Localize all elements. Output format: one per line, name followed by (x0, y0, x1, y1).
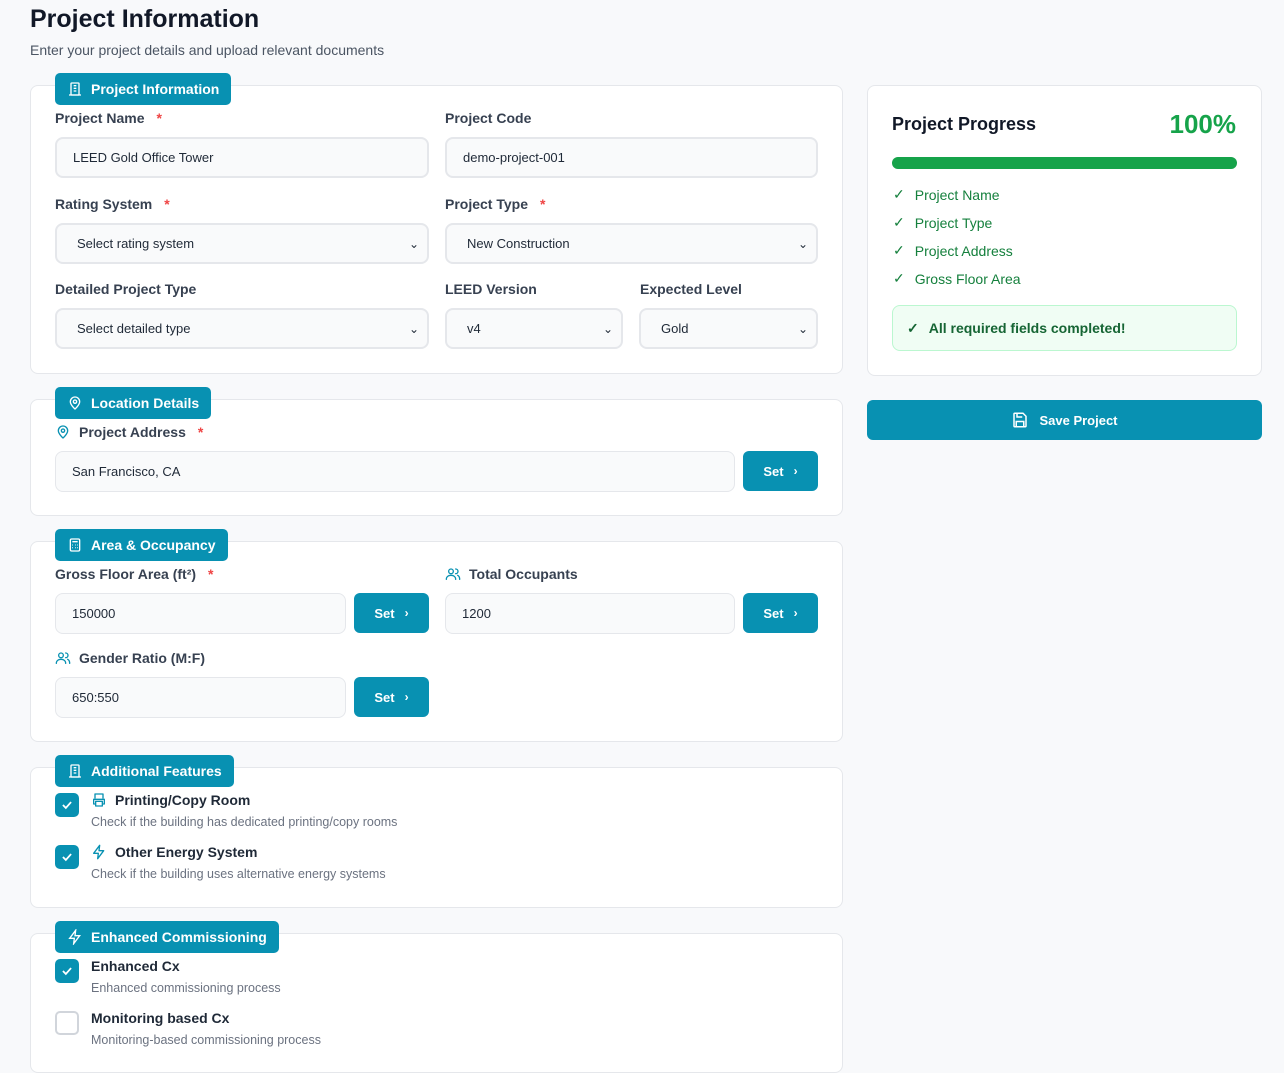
progress-item: ✓ Project Name (893, 186, 1000, 203)
users-icon (445, 568, 461, 580)
expected-level-select[interactable]: Gold ⌄ (639, 308, 818, 349)
users-icon (55, 652, 71, 664)
check-icon: ✓ (907, 319, 919, 336)
other-energy-checkbox[interactable] (55, 845, 79, 869)
progress-bar (892, 157, 1237, 169)
total-occupants-input[interactable]: 1200 (445, 593, 735, 634)
check-icon: ✓ (893, 214, 905, 230)
check-icon (62, 801, 72, 810)
section-badge-area: Area & Occupancy (55, 529, 228, 561)
enhanced-cx-title: Enhanced Cx (91, 958, 180, 974)
chevron-down-icon: ⌄ (408, 321, 419, 336)
building-icon (69, 82, 81, 96)
project-code-label: Project Code (445, 110, 532, 126)
set-gfa-button[interactable]: Set › (354, 593, 429, 633)
page-subtitle: Enter your project details and upload re… (30, 42, 385, 58)
progress-item: ✓ Gross Floor Area (893, 270, 1021, 287)
map-pin-icon (57, 425, 69, 439)
leed-version-select[interactable]: v4 ⌄ (445, 308, 623, 349)
printer-icon (93, 793, 105, 807)
rating-system-label: Rating System * (55, 196, 170, 212)
gender-ratio-input[interactable]: 650:550 (55, 677, 346, 718)
project-type-select[interactable]: New Construction ⌄ (445, 223, 818, 264)
section-badge-location: Location Details (55, 387, 212, 419)
monitoring-cx-checkbox[interactable] (55, 1011, 79, 1035)
set-occupants-button[interactable]: Set › (743, 593, 818, 633)
other-energy-desc: Check if the building uses alternative e… (91, 867, 386, 881)
save-icon (1013, 412, 1028, 428)
gross-floor-area-input[interactable]: 150000 (55, 593, 346, 634)
additional-features-card (30, 767, 843, 908)
printing-room-checkbox[interactable] (55, 793, 79, 817)
set-ratio-button[interactable]: Set › (354, 677, 429, 717)
chevron-down-icon: ⌄ (408, 236, 419, 251)
progress-title: Project Progress (892, 114, 1037, 134)
section-badge-project-information: Project Information (55, 73, 232, 105)
gross-floor-area-label: Gross Floor Area (ft²) * (55, 566, 214, 582)
gender-ratio-label: Gender Ratio (M:F) (55, 650, 205, 666)
enhanced-cx-desc: Enhanced commissioning process (91, 981, 281, 995)
other-energy-title: Other Energy System (91, 844, 257, 860)
monitoring-cx-desc: Monitoring-based commissioning process (91, 1033, 321, 1047)
calculator-icon (69, 538, 81, 552)
chevron-down-icon: ⌄ (602, 321, 613, 336)
progress-item: ✓ Project Address (893, 242, 1013, 259)
project-address-label: Project Address * (55, 424, 203, 440)
lightning-icon (93, 844, 105, 860)
project-name-label: Project Name * (55, 110, 162, 126)
project-code-input[interactable]: demo-project-001 (445, 137, 818, 178)
monitoring-cx-title: Monitoring based Cx (91, 1010, 230, 1026)
leed-version-label: LEED Version (445, 281, 537, 297)
printing-room-title: Printing/Copy Room (91, 792, 250, 808)
check-icon: ✓ (893, 186, 905, 202)
set-address-button[interactable]: Set › (743, 451, 818, 491)
enhanced-cx-checkbox[interactable] (55, 959, 79, 983)
chevron-down-icon: ⌄ (797, 321, 808, 336)
progress-bar-fill (892, 157, 1237, 169)
chevron-right-icon: › (404, 690, 409, 704)
map-pin-icon (69, 396, 81, 410)
building-icon (69, 764, 81, 778)
chevron-right-icon: › (793, 606, 798, 620)
detailed-type-select[interactable]: Select detailed type ⌄ (55, 308, 429, 349)
project-address-input[interactable]: San Francisco, CA (55, 451, 735, 492)
rating-system-select[interactable]: Select rating system ⌄ (55, 223, 429, 264)
section-badge-features: Additional Features (55, 755, 234, 787)
save-project-button[interactable]: Save Project (867, 400, 1262, 440)
check-icon: ✓ (893, 270, 905, 286)
page-title: Project Information (30, 5, 260, 33)
chevron-right-icon: › (793, 464, 798, 478)
detailed-type-label: Detailed Project Type (55, 281, 197, 297)
lightning-icon (68, 929, 81, 945)
commissioning-card (30, 933, 843, 1073)
section-badge-commissioning: Enhanced Commissioning (55, 921, 279, 953)
check-icon (62, 967, 72, 976)
chevron-down-icon: ⌄ (797, 236, 808, 251)
chevron-right-icon: › (404, 606, 409, 620)
check-icon: ✓ (893, 242, 905, 258)
project-type-label: Project Type * (445, 196, 546, 212)
progress-percent: 100% (1169, 109, 1237, 139)
total-occupants-label: Total Occupants (445, 566, 578, 582)
project-name-input[interactable]: LEED Gold Office Tower (55, 137, 429, 178)
expected-level-label: Expected Level (640, 281, 742, 297)
completion-message: ✓ All required fields completed! (892, 305, 1237, 351)
progress-item: ✓ Project Type (893, 214, 993, 231)
printing-room-desc: Check if the building has dedicated prin… (91, 815, 398, 829)
check-icon (62, 853, 72, 862)
